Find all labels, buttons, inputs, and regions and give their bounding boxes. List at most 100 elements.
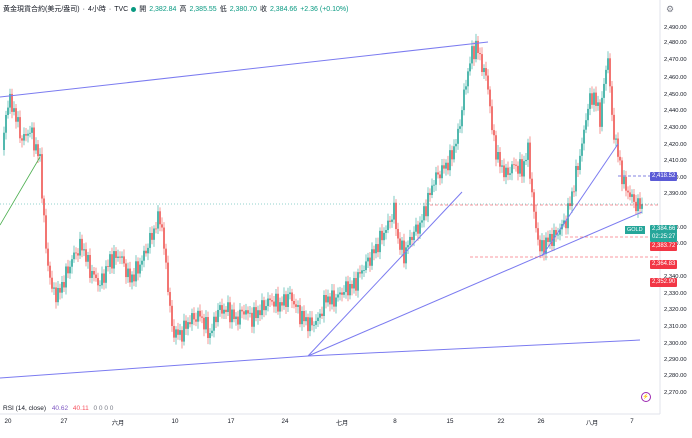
trendline [0, 41, 489, 98]
candle-body [239, 309, 241, 325]
rsi-legend[interactable]: RSI (14, close) 40.62 40.11 0 0 0 0 [3, 405, 113, 412]
candle-body [61, 282, 63, 293]
candle-body [237, 316, 239, 325]
candle-body [39, 154, 41, 157]
candle-body [631, 194, 633, 197]
candle-body [97, 278, 99, 286]
candle-body [457, 128, 459, 144]
candle-body [253, 307, 255, 327]
candle-body [395, 202, 397, 230]
candle-body [589, 93, 591, 109]
candle-body [275, 293, 277, 307]
candle-body [419, 222, 421, 234]
candle-body [471, 46, 473, 64]
candle-body [241, 309, 243, 312]
price-level-tag[interactable]: 2,418.52 [650, 172, 678, 181]
candle-body [425, 206, 427, 217]
candle-body [547, 237, 549, 242]
candle-body [585, 120, 587, 130]
candle-body [541, 240, 543, 252]
candle-body [131, 274, 133, 283]
candle-body [75, 252, 77, 254]
candle-body [5, 115, 7, 133]
candle-body [229, 302, 231, 323]
symbol-name[interactable]: 黄金現貨合約(美元/盎司) [3, 6, 80, 13]
candle-body [73, 252, 75, 260]
candle-body [233, 309, 235, 320]
candle-body [597, 102, 599, 106]
candle-body [549, 233, 551, 242]
candle-body [337, 294, 339, 298]
candle-body [227, 302, 229, 313]
candle-body [483, 68, 485, 73]
candle-body [385, 230, 387, 233]
candle-body [323, 295, 325, 317]
candle-body [489, 89, 491, 107]
candle-body [99, 285, 101, 287]
candle-body [581, 143, 583, 156]
candle-body [259, 310, 261, 316]
candle-body [23, 134, 25, 141]
candle-body [235, 316, 237, 320]
candle-body [537, 228, 539, 240]
candle-body [199, 310, 201, 317]
interval-label[interactable]: 4小時 [87, 6, 106, 13]
candle-body [409, 236, 411, 246]
candle-body [461, 110, 463, 127]
candle-body [495, 135, 497, 160]
candle-body [37, 144, 39, 157]
candle-body [163, 227, 165, 249]
candle-body [447, 162, 449, 171]
candle-body [519, 159, 521, 174]
rsi-ma-value: 40.11 [72, 405, 89, 412]
candle-body [465, 86, 467, 90]
price-level-tag[interactable]: 2,364.83 [650, 260, 678, 269]
candle-body [209, 333, 211, 338]
candle-body [449, 150, 451, 171]
candle-body [231, 309, 233, 323]
candle-body [613, 114, 615, 140]
candle-body [133, 274, 135, 282]
price-tick-label: 2,330.00 [664, 291, 687, 297]
price-level-tag[interactable]: 2,384.66 [650, 225, 678, 234]
candle-body [339, 292, 341, 295]
candle-body [113, 251, 115, 269]
candle-body [115, 251, 117, 258]
settings-gear-icon[interactable]: ⚙ [666, 4, 675, 14]
candle-body [627, 190, 629, 193]
candle-body [599, 102, 601, 127]
price-level-tag[interactable]: 02:25:27 [650, 233, 678, 242]
candle-body [313, 324, 315, 326]
candle-body [497, 152, 499, 160]
candle-body [335, 297, 337, 307]
candle-body [389, 220, 391, 222]
candle-body [177, 329, 179, 335]
candle-body [307, 317, 309, 332]
candle-body [55, 287, 57, 303]
price-level-tag[interactable]: 2,352.90 [650, 278, 678, 287]
candle-body [245, 310, 247, 315]
candle-body [33, 127, 35, 151]
candle-body [159, 211, 161, 225]
candle-body [367, 257, 369, 262]
candle-body [141, 260, 143, 265]
candle-body [279, 302, 281, 312]
candle-body [301, 310, 303, 325]
candle-body [203, 317, 205, 330]
time-tick-label: 八月 [585, 420, 599, 427]
candle-body [473, 46, 475, 60]
candle-body [567, 203, 569, 229]
candle-body [3, 132, 5, 150]
candle-body [327, 296, 329, 303]
candle-body [603, 83, 605, 98]
alert-icon[interactable]: ⚡ [641, 392, 651, 402]
candle-body [243, 311, 245, 315]
candle-body [351, 283, 353, 289]
candle-body [349, 283, 351, 296]
candle-body [459, 126, 461, 129]
candle-body [575, 166, 577, 192]
price-level-tag[interactable]: 2,383.72 [650, 242, 678, 251]
candle-body [85, 249, 87, 262]
